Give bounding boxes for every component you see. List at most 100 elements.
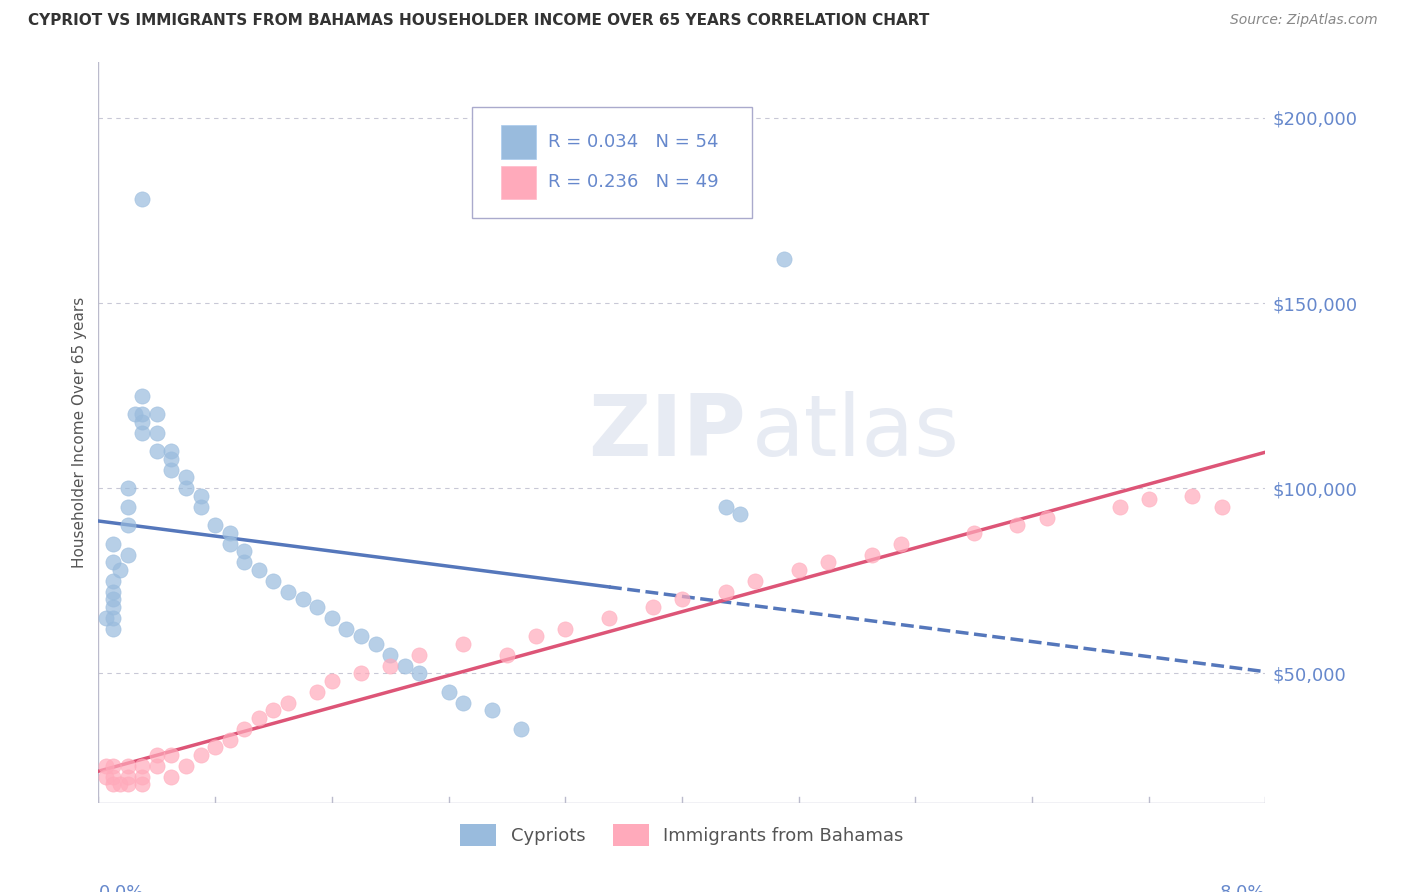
Point	[554, 622, 576, 636]
Point	[101, 592, 124, 607]
Point	[160, 451, 183, 466]
Point	[117, 518, 139, 533]
Bar	[501, 126, 536, 159]
Point	[131, 389, 153, 403]
Point	[380, 658, 402, 673]
Point	[714, 500, 737, 514]
Point	[146, 747, 169, 762]
Text: R = 0.236   N = 49: R = 0.236 N = 49	[548, 173, 718, 192]
Point	[247, 563, 270, 577]
Point	[321, 610, 343, 624]
Point	[233, 555, 256, 569]
Point	[350, 629, 373, 643]
Point	[481, 703, 503, 717]
Point	[277, 584, 299, 599]
Text: Source: ZipAtlas.com: Source: ZipAtlas.com	[1230, 13, 1378, 28]
Point	[131, 407, 153, 421]
Point	[94, 758, 117, 772]
Point	[307, 685, 329, 699]
Point	[641, 599, 664, 614]
Point	[1181, 489, 1204, 503]
Legend: Cypriots, Immigrants from Bahamas: Cypriots, Immigrants from Bahamas	[453, 816, 911, 853]
Point	[131, 425, 153, 440]
Point	[773, 252, 796, 266]
Point	[218, 536, 240, 550]
Point	[233, 544, 256, 558]
Point	[437, 685, 460, 699]
Point	[204, 518, 226, 533]
Point	[247, 711, 270, 725]
Point	[174, 470, 197, 484]
Point	[218, 525, 240, 540]
Point	[117, 770, 139, 784]
Point	[117, 548, 139, 562]
Point	[408, 648, 430, 662]
Point	[744, 574, 766, 588]
Point	[101, 536, 124, 550]
Point	[277, 696, 299, 710]
Text: R = 0.034   N = 54: R = 0.034 N = 54	[548, 133, 718, 151]
Point	[101, 770, 124, 784]
Point	[101, 574, 124, 588]
Point	[1108, 500, 1130, 514]
Point	[160, 444, 183, 458]
Point	[962, 525, 984, 540]
Point	[787, 563, 810, 577]
Point	[204, 740, 226, 755]
Point	[510, 722, 533, 736]
Point	[131, 777, 153, 791]
Point	[94, 770, 117, 784]
Point	[1035, 510, 1057, 524]
Point	[190, 500, 212, 514]
Point	[160, 462, 183, 476]
Point	[131, 193, 153, 207]
Text: 0.0%: 0.0%	[98, 884, 143, 892]
Point	[94, 610, 117, 624]
Point	[1137, 492, 1160, 507]
Point	[817, 555, 839, 569]
Point	[110, 563, 132, 577]
Point	[101, 599, 124, 614]
Text: atlas: atlas	[752, 391, 960, 475]
Point	[117, 758, 139, 772]
Point	[101, 555, 124, 569]
Point	[233, 722, 256, 736]
Point	[380, 648, 402, 662]
Point	[190, 489, 212, 503]
Point	[101, 610, 124, 624]
Point	[174, 481, 197, 495]
Point	[451, 637, 474, 651]
Point	[146, 444, 169, 458]
Point	[117, 481, 139, 495]
Point	[598, 610, 620, 624]
Point	[730, 507, 752, 521]
Point	[335, 622, 357, 636]
Point	[890, 536, 912, 550]
Point	[146, 425, 169, 440]
Point	[101, 758, 124, 772]
Point	[146, 407, 169, 421]
Point	[496, 648, 519, 662]
Point	[101, 777, 124, 791]
Y-axis label: Householder Income Over 65 years: Householder Income Over 65 years	[72, 297, 87, 568]
Text: 8.0%: 8.0%	[1220, 884, 1265, 892]
Point	[1211, 500, 1233, 514]
Point	[174, 758, 197, 772]
Point	[860, 548, 883, 562]
Point	[262, 703, 284, 717]
Point	[131, 770, 153, 784]
Point	[190, 747, 212, 762]
Point	[524, 629, 547, 643]
Point	[321, 673, 343, 688]
Point	[124, 407, 146, 421]
Point	[117, 500, 139, 514]
Point	[671, 592, 693, 607]
Point	[131, 758, 153, 772]
Point	[146, 758, 169, 772]
Point	[350, 666, 373, 681]
Point	[101, 584, 124, 599]
Point	[408, 666, 430, 681]
Point	[394, 658, 416, 673]
Point	[110, 777, 132, 791]
Point	[160, 770, 183, 784]
